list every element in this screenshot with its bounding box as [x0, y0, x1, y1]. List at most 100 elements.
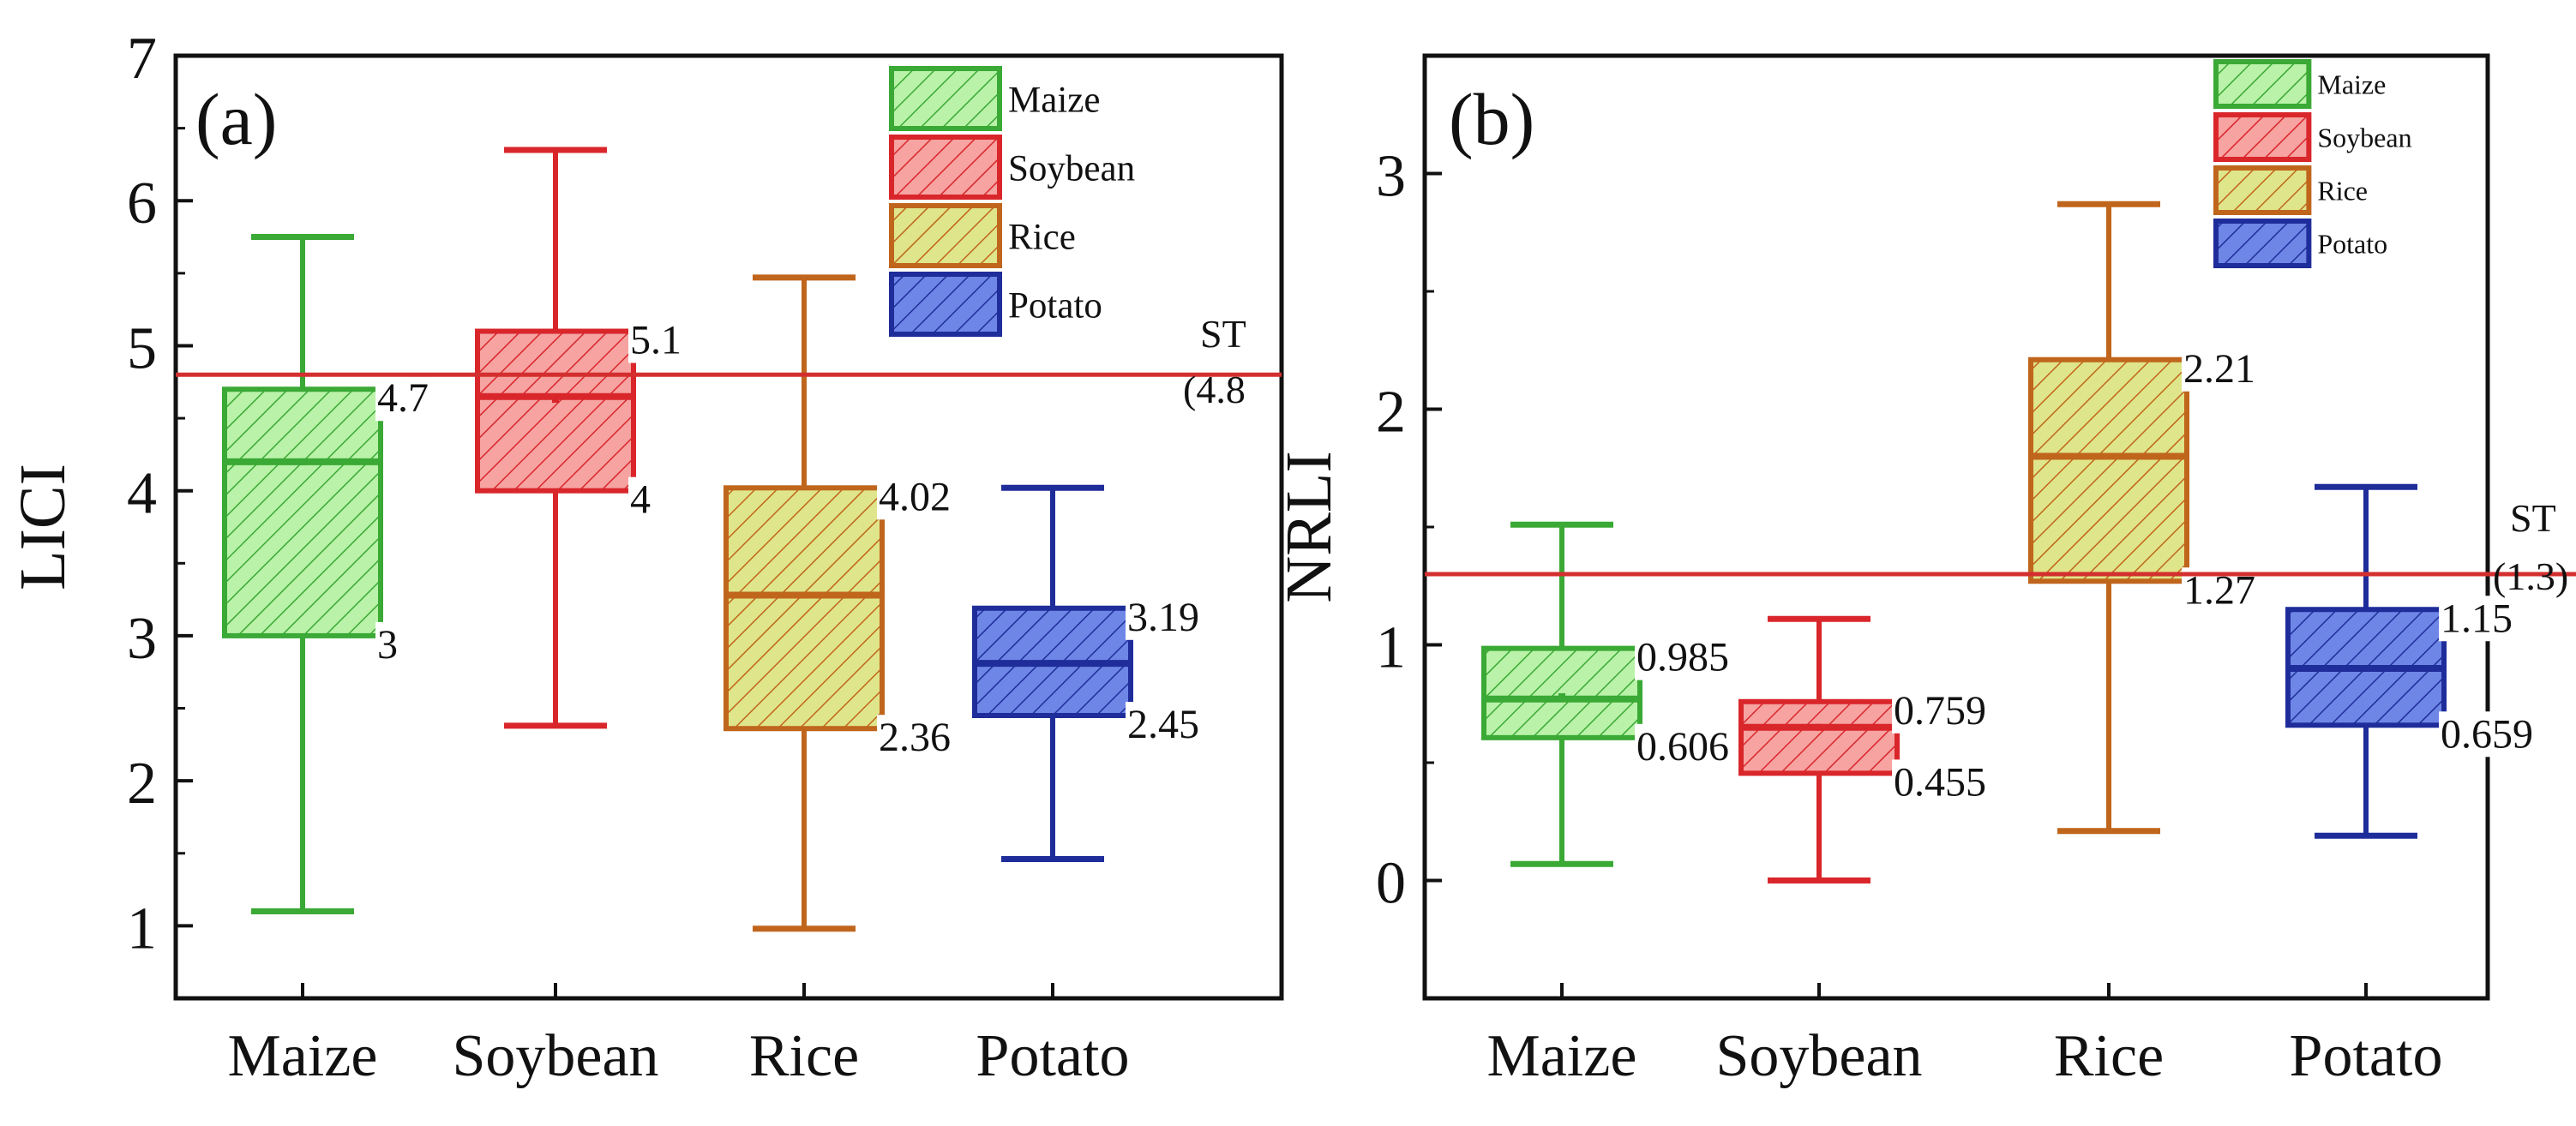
box-iqr: [2028, 356, 2189, 584]
q1-value-label: 3: [377, 622, 398, 668]
mean-marker: [299, 458, 306, 465]
q3-value-label: 4.7: [377, 375, 429, 421]
value-label-background: [1126, 702, 1201, 747]
standard-threshold: ST (4.8: [176, 312, 1282, 411]
y-tick-label: 3: [127, 606, 157, 672]
value-label-background: [375, 375, 430, 422]
x-tick-label: Rice: [749, 1023, 859, 1089]
q3-value-label: 0.985: [1636, 635, 1729, 680]
value-label-background: [628, 476, 652, 523]
value-label-background: [375, 621, 399, 668]
legend: Maize Soybean Rice Potato: [889, 66, 1135, 337]
y-axis-label: LICI: [7, 464, 79, 590]
box-potato: 3.19 2.45: [972, 484, 1201, 863]
box-marks: 4.735.14 4.022.363.192.45: [222, 147, 1201, 932]
q1-value-label: 2.36: [879, 715, 951, 760]
x-tick-label: Maize: [1487, 1023, 1637, 1089]
value-label-background: [2439, 596, 2514, 642]
box-potato: 1.15 0.659: [2285, 483, 2535, 839]
y-axis-ticks: 0 1 2 3: [1376, 144, 1442, 917]
y-tick-label: 7: [127, 26, 157, 92]
q3-value-label: 2.21: [2183, 346, 2255, 392]
standard-threshold: ST (1.3): [1425, 496, 2576, 598]
box-rice: 2.211.27: [2028, 201, 2257, 835]
panel-label: (b): [1449, 78, 1534, 160]
q3-value-label: 0.759: [1894, 688, 1986, 734]
threshold-label-st: ST: [1200, 312, 1246, 356]
panel-label: (a): [195, 78, 277, 160]
box-maize: 4.73: [222, 234, 430, 914]
value-label-background: [2182, 345, 2257, 392]
legend-swatch-soybean: [889, 135, 1002, 200]
legend: Maize Soybean Rice Potato: [2213, 59, 2412, 268]
y-tick-label: 1: [1376, 615, 1406, 681]
x-tick-label: Soybean: [1715, 1023, 1922, 1089]
value-label-background: [1126, 594, 1201, 640]
box-iqr: [1738, 698, 1900, 776]
y-axis-ticks: 1 2 3 4 5 6 7: [127, 26, 193, 961]
y-tick-label: 4: [127, 461, 157, 527]
legend-swatch-potato: [889, 272, 1002, 337]
mean-marker: [801, 591, 808, 599]
box-soybean: 5.14: [475, 147, 683, 729]
value-label-background: [1635, 723, 1731, 770]
threshold-label-value: (4.8: [1183, 368, 1246, 411]
legend-swatch-potato: [2213, 219, 2312, 268]
q1-value-label: 2.45: [1127, 702, 1199, 747]
value-label-background: [877, 474, 952, 520]
q1-value-label: 0.606: [1636, 724, 1729, 770]
y-axis-label: NRLI: [1273, 451, 1345, 602]
plot-frame: [173, 53, 1284, 1001]
box-marks: 0.985 0.606 0.759 0.455 2.211.27 1.15 0.659: [1481, 201, 2535, 883]
q1-value-label: 0.659: [2441, 711, 2533, 757]
value-label-background: [1892, 687, 1988, 734]
mean-marker: [2363, 665, 2369, 672]
y-tick-label: 6: [127, 171, 157, 237]
y-tick-label: 0: [1376, 851, 1406, 917]
mean-marker: [1816, 723, 1822, 731]
legend-swatch-rice: [2213, 165, 2312, 215]
legend-swatch-soybean: [2213, 112, 2312, 162]
value-label-background: [628, 317, 683, 363]
box-iqr: [1481, 645, 1642, 740]
legend-label: Rice: [2317, 175, 2368, 206]
value-label-background: [1892, 759, 1988, 806]
x-tick-label: Potato: [976, 1023, 1130, 1089]
box-maize: 0.985 0.606: [1481, 521, 1731, 867]
threshold-label-st: ST: [2510, 496, 2556, 540]
value-label-background: [2439, 711, 2535, 758]
value-label-background: [1635, 634, 1731, 680]
mean-marker: [552, 396, 559, 404]
value-label-background: [877, 715, 952, 761]
mean-marker: [1558, 693, 1565, 700]
legend-label: Potato: [1008, 285, 1102, 326]
q3-value-label: 5.1: [630, 318, 682, 363]
legend-label: Soybean: [1008, 148, 1135, 189]
box-iqr: [475, 328, 636, 494]
q1-value-label: 4: [630, 477, 651, 523]
legend-swatch-maize: [889, 66, 1002, 131]
q1-value-label: 0.455: [1894, 759, 1986, 805]
x-tick-label: Maize: [228, 1023, 378, 1089]
box-iqr: [222, 386, 383, 638]
x-tick-label: Rice: [2054, 1023, 2164, 1089]
x-tick-label: Potato: [2290, 1023, 2443, 1089]
legend-swatch-rice: [889, 203, 1002, 268]
mean-marker: [1049, 660, 1056, 668]
q3-value-label: 1.15: [2441, 596, 2513, 641]
box-rice: 4.02 2.36: [724, 274, 952, 932]
q3-value-label: 4.02: [879, 474, 951, 519]
legend-label: Potato: [2317, 228, 2387, 259]
legend-label: Maize: [2317, 69, 2386, 99]
legend-label: Soybean: [2317, 122, 2411, 153]
legend-swatch-maize: [2213, 59, 2312, 109]
x-axis-ticks: Maize Soybean Rice Potato: [228, 983, 1130, 1089]
box-soybean: 0.759 0.455: [1738, 615, 1988, 883]
q3-value-label: 3.19: [1127, 595, 1199, 640]
y-tick-label: 1: [127, 895, 157, 961]
x-axis-ticks: Maize Soybean Rice Potato: [1487, 983, 2443, 1089]
y-tick-label: 5: [127, 315, 157, 381]
box-iqr: [724, 485, 885, 732]
